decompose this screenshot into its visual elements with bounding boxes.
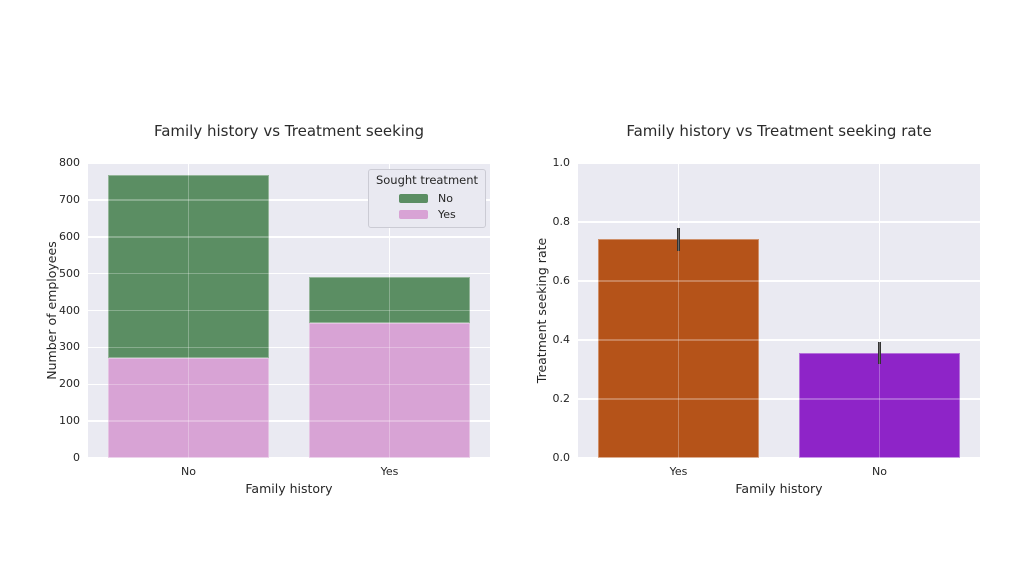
gridline-horizontal — [88, 346, 490, 349]
gridline-horizontal — [578, 221, 980, 223]
legend-item-yes: Yes — [375, 206, 479, 222]
gridline-horizontal — [88, 383, 490, 385]
gridline-vertical — [878, 163, 881, 458]
gridline-horizontal — [88, 236, 490, 238]
legend-swatch-green-icon — [399, 193, 428, 203]
error-bar — [878, 342, 881, 365]
chart-title: Family history vs Treatment seeking — [153, 122, 425, 140]
x-axis-label: Family history — [245, 481, 333, 496]
gridline-vertical — [677, 163, 680, 458]
y-tick-label: 400 — [59, 303, 80, 317]
plot-area — [578, 162, 980, 459]
gridline-horizontal — [578, 457, 980, 459]
gridline-horizontal — [88, 272, 490, 275]
x-tick-label: Yes — [669, 465, 688, 478]
y-tick-label: 500 — [59, 266, 80, 280]
legend-title: Sought treatment — [375, 173, 479, 187]
gridline-horizontal — [88, 199, 490, 201]
y-tick-label: 0.4 — [552, 333, 571, 346]
plot-area — [88, 162, 490, 459]
legend-label: Yes — [438, 207, 456, 221]
y-tick-label: 600 — [59, 229, 80, 243]
gridline-horizontal — [88, 309, 490, 312]
y-tick-label: 300 — [59, 340, 80, 354]
gridline-vertical — [388, 163, 391, 458]
gridline-vertical — [187, 163, 190, 458]
y-tick-label: 0.8 — [552, 215, 571, 228]
gridline-horizontal — [578, 280, 980, 282]
gridline-horizontal — [578, 339, 980, 341]
gridline-horizontal — [88, 236, 490, 238]
bar-segment — [309, 276, 470, 324]
chart-title: Family history vs Treatment seeking rate — [626, 122, 932, 140]
legend-item-no: No — [375, 190, 479, 206]
gridline-horizontal — [88, 309, 490, 312]
gridline-horizontal — [578, 162, 980, 164]
gridline-horizontal — [578, 280, 980, 282]
legend: Sought treatment No Yes — [368, 169, 486, 228]
bar-segment — [108, 175, 269, 358]
legend-swatch-pink-icon — [399, 209, 428, 219]
y-tick-label: 700 — [59, 192, 80, 206]
error-bar — [677, 227, 680, 251]
gridline-horizontal — [578, 398, 980, 400]
gridline-horizontal — [578, 221, 980, 223]
x-axis-label: Family history — [735, 481, 823, 496]
gridline-horizontal — [88, 162, 490, 164]
gridline-horizontal — [88, 346, 490, 349]
x-tick-label: No — [181, 465, 196, 478]
gridline-horizontal — [88, 162, 490, 164]
gridline-horizontal — [88, 272, 490, 275]
gridline-horizontal — [88, 199, 490, 201]
y-tick-label: 0.0 — [552, 451, 571, 464]
gridline-horizontal — [578, 457, 980, 459]
x-tick-label: Yes — [380, 465, 399, 478]
y-tick-label: 0.2 — [552, 392, 571, 405]
y-tick-label: 1.0 — [552, 156, 571, 169]
bar-segment — [309, 323, 470, 458]
gridline-horizontal — [578, 339, 980, 341]
bar-segment — [108, 357, 269, 458]
y-tick-label: 200 — [59, 377, 80, 391]
legend-label: No — [438, 191, 453, 205]
y-tick-label: 800 — [59, 156, 80, 169]
gridline-horizontal — [88, 420, 490, 422]
gridline-horizontal — [88, 420, 490, 422]
gridline-horizontal — [88, 383, 490, 385]
bar-segment — [598, 239, 759, 458]
gridline-horizontal — [88, 457, 490, 459]
y-tick-label: 0 — [73, 451, 80, 464]
x-tick-label: No — [872, 465, 887, 478]
y-tick-label: 100 — [59, 414, 80, 428]
gridline-horizontal — [578, 162, 980, 164]
y-tick-label: 0.6 — [552, 274, 571, 287]
gridline-horizontal — [578, 398, 980, 400]
gridline-vertical — [878, 163, 881, 458]
gridline-horizontal — [88, 457, 490, 459]
y-axis-label: Treatment seeking rate — [534, 237, 549, 384]
